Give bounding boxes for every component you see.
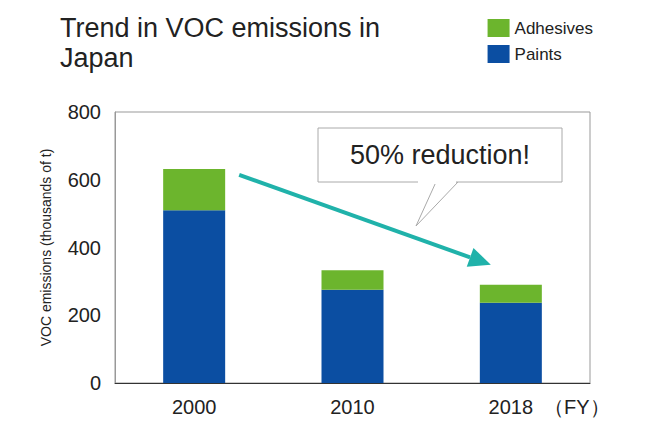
svg-text:400: 400 [68,237,101,259]
svg-text:50% reduction!: 50% reduction! [350,140,530,170]
svg-text:VOC emissions (thousands of t): VOC emissions (thousands of t) [38,149,54,347]
svg-text:Trend in VOC emissions in: Trend in VOC emissions in [60,13,388,43]
svg-text:Paints: Paints [515,45,562,64]
svg-text:2010: 2010 [330,396,375,418]
svg-text:Adhesives: Adhesives [515,19,593,38]
svg-text:200: 200 [68,304,101,326]
svg-text:2018: 2018 [489,396,534,418]
svg-text:Japan: Japan [60,43,134,73]
svg-text:（FY）: （FY） [544,396,610,418]
svg-text:600: 600 [68,169,101,191]
svg-text:800: 800 [68,101,101,123]
svg-text:2000: 2000 [172,396,217,418]
svg-text:0: 0 [90,372,101,394]
